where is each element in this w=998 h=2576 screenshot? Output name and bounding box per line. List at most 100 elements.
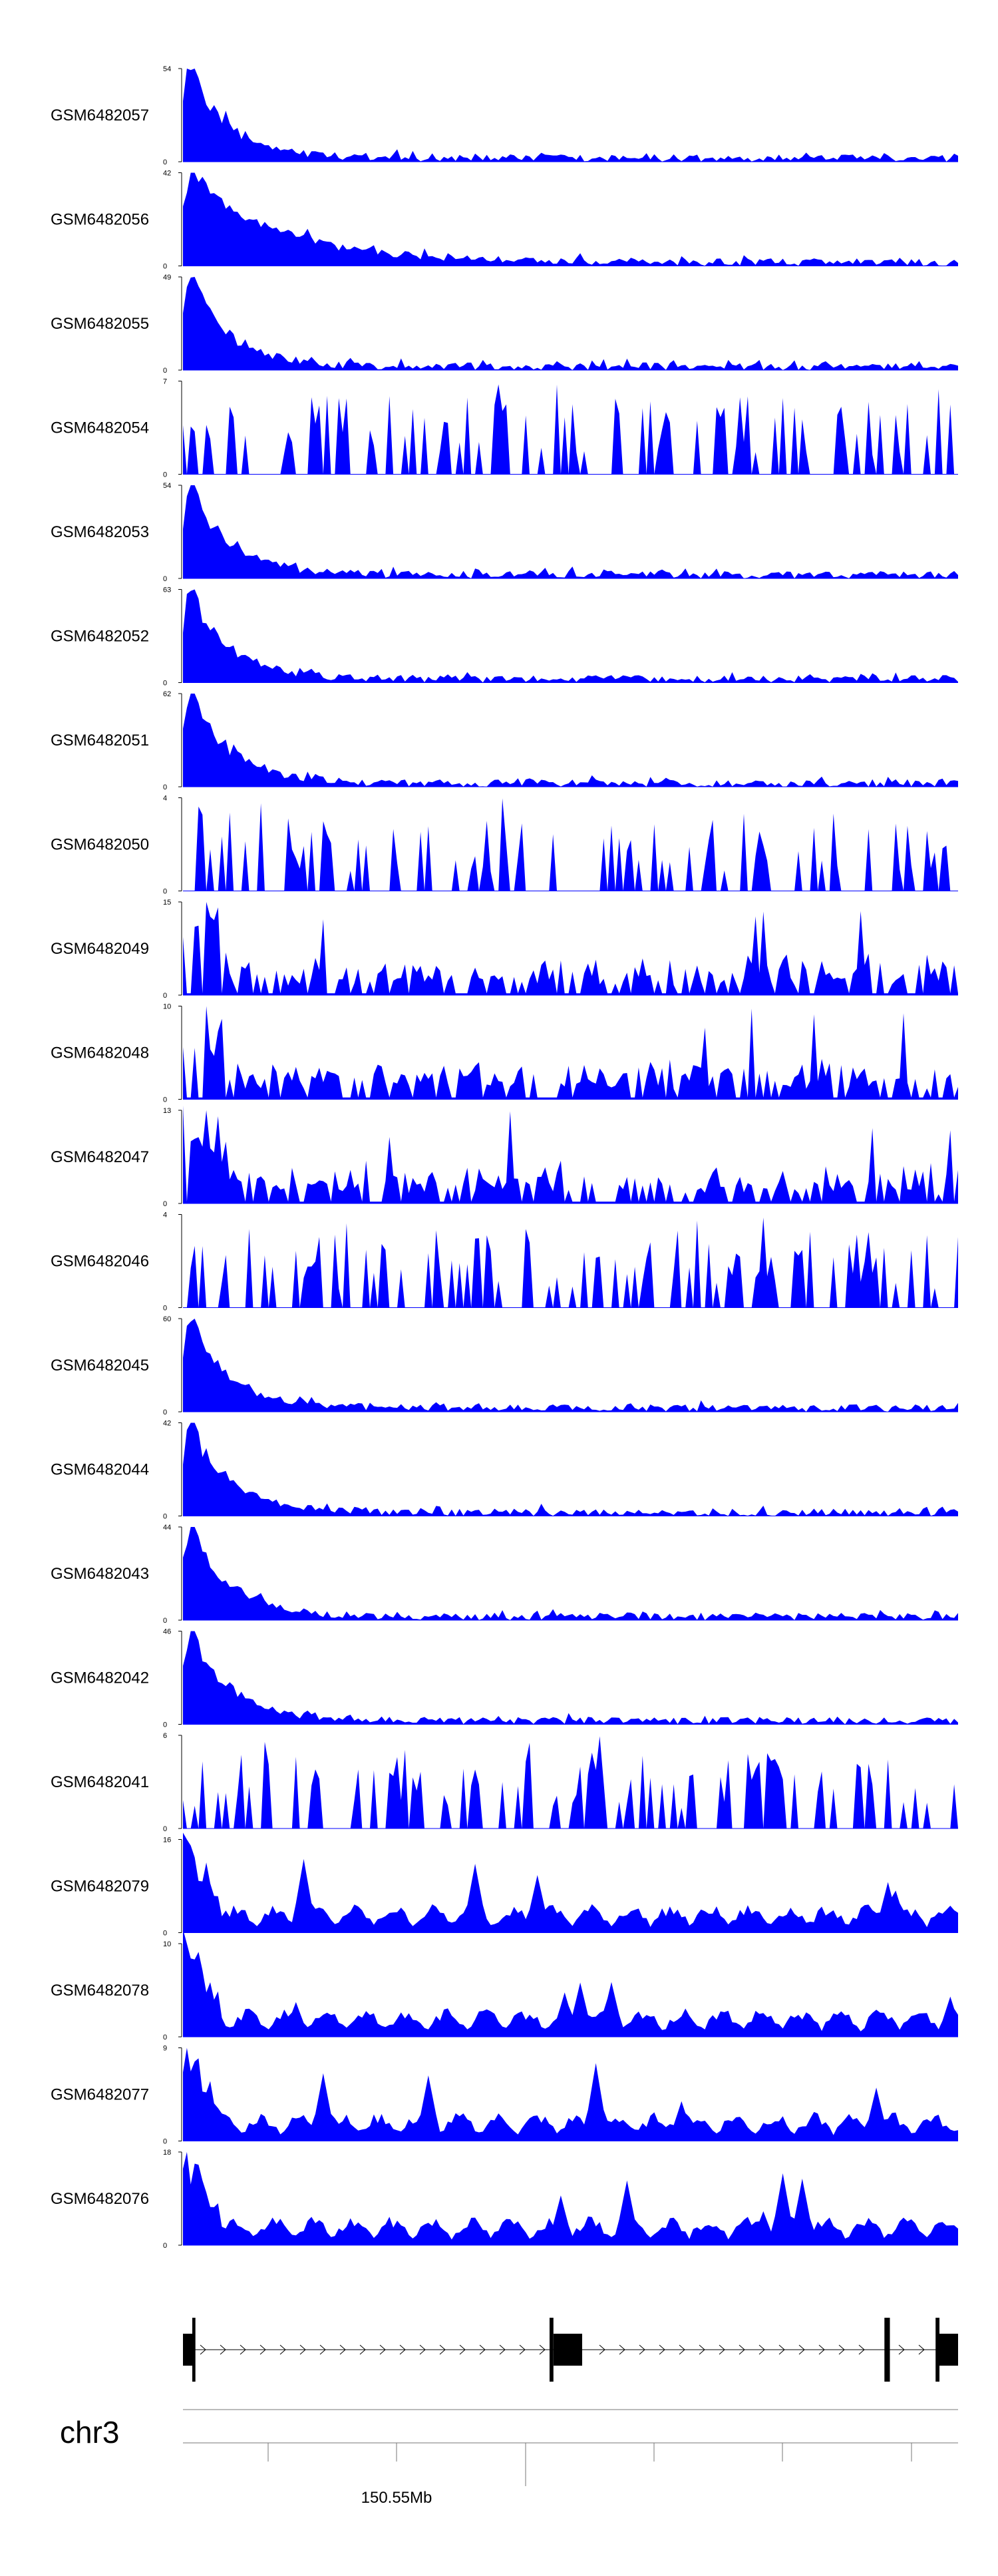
coverage-area — [183, 1217, 958, 1308]
coverage-track: GSM6482042 46 0 — [51, 1628, 958, 1729]
strand-chevron — [778, 2344, 785, 2355]
y-axis-min-label: 0 — [163, 1825, 167, 1833]
coverage-area — [183, 1631, 958, 1725]
coverage-track: GSM6482041 6 0 — [51, 1732, 958, 1833]
coverage-track: GSM6482056 42 0 — [51, 170, 958, 271]
coverage-area — [183, 1006, 958, 1100]
strand-chevron — [479, 2344, 486, 2355]
strand-chevron — [339, 2344, 346, 2355]
y-axis-max-label: 10 — [163, 1003, 171, 1011]
strand-chevron — [459, 2344, 466, 2355]
y-axis-max-label: 42 — [163, 170, 171, 178]
y-axis-min-label: 0 — [163, 2034, 167, 2041]
y-axis-min-label: 0 — [163, 2242, 167, 2250]
coverage-area — [183, 694, 958, 787]
coverage-area — [183, 2152, 958, 2245]
exon-block — [939, 2334, 958, 2366]
strand-chevron — [439, 2344, 446, 2355]
y-axis-max-label: 62 — [163, 690, 171, 698]
track-label: GSM6482044 — [51, 1461, 149, 1479]
coverage-area — [183, 2047, 958, 2141]
y-axis-max-label: 6 — [163, 1732, 167, 1740]
track-label: GSM6482077 — [51, 2086, 149, 2104]
y-axis-max-label: 7 — [163, 378, 167, 386]
exon-block — [550, 2318, 554, 2382]
y-axis-max-label: 9 — [163, 2045, 167, 2053]
track-label: GSM6482047 — [51, 1148, 149, 1166]
track-label: GSM6482052 — [51, 628, 149, 646]
chromosome-label: chr3 — [60, 2415, 119, 2450]
strand-chevron — [200, 2344, 206, 2355]
coverage-track: GSM6482077 9 0 — [51, 2045, 958, 2146]
strand-chevron — [639, 2344, 645, 2355]
y-axis-max-label: 16 — [163, 1836, 171, 1844]
strand-chevron — [818, 2344, 825, 2355]
coverage-track: GSM6482050 4 0 — [51, 795, 958, 896]
track-label: GSM6482045 — [51, 1357, 149, 1375]
strand-chevron — [898, 2344, 905, 2355]
coverage-area — [183, 384, 958, 475]
track-label: GSM6482079 — [51, 1878, 149, 1896]
strand-chevron — [379, 2344, 386, 2355]
y-axis-max-label: 18 — [163, 2149, 171, 2157]
y-axis-max-label: 60 — [163, 1315, 171, 1323]
coverage-area — [183, 1105, 958, 1203]
track-label: GSM6482051 — [51, 732, 149, 750]
strand-chevron — [319, 2344, 326, 2355]
y-axis-max-label: 49 — [163, 274, 171, 282]
coverage-track: GSM6482054 7 0 — [51, 378, 958, 479]
coverage-area — [183, 1736, 958, 1828]
strand-chevron — [838, 2344, 845, 2355]
exon-block — [553, 2334, 582, 2366]
strand-chevron — [419, 2344, 426, 2355]
y-axis-min-label: 0 — [163, 1096, 167, 1104]
exon-block — [183, 2334, 192, 2366]
y-axis-min-label: 0 — [163, 1200, 167, 1208]
coverage-track: GSM6482044 42 0 — [51, 1420, 958, 1521]
track-label: GSM6482049 — [51, 940, 149, 958]
coverage-tracks: GSM6482057540GSM6482056420GSM6482055490G… — [51, 65, 958, 2250]
y-axis-max-label: 46 — [163, 1628, 171, 1636]
gene-model-track — [183, 2318, 958, 2382]
strand-chevron — [679, 2344, 685, 2355]
strand-chevron — [619, 2344, 625, 2355]
track-label: GSM6482043 — [51, 1565, 149, 1583]
coverage-area — [183, 277, 958, 370]
coverage-track: GSM6482079 16 0 — [51, 1832, 958, 1938]
track-label: GSM6482078 — [51, 1982, 149, 2000]
coverage-area — [183, 902, 958, 995]
coverage-track: GSM6482047 13 0 — [51, 1105, 958, 1208]
y-axis-min-label: 0 — [163, 888, 167, 896]
genome-axis-track: chr3 150.55Mb — [60, 2409, 958, 2507]
track-label: GSM6482050 — [51, 836, 149, 854]
strand-chevron — [719, 2344, 725, 2355]
track-label: GSM6482053 — [51, 523, 149, 541]
coverage-track: GSM6482052 63 0 — [51, 586, 958, 688]
strand-chevron — [798, 2344, 805, 2355]
strand-chevron — [519, 2344, 526, 2355]
exon-block — [884, 2318, 890, 2382]
strand-chevron — [299, 2344, 306, 2355]
exon-block — [935, 2318, 939, 2382]
y-axis-max-label: 54 — [163, 482, 171, 490]
y-axis-min-label: 0 — [163, 1305, 167, 1313]
y-axis-min-label: 0 — [163, 2138, 167, 2146]
coverage-track: GSM6482051 62 0 — [51, 690, 958, 791]
coverage-track: GSM6482057 54 0 — [51, 65, 958, 166]
coverage-area — [183, 1527, 958, 1620]
coverage-area — [183, 1832, 958, 1933]
y-axis-min-label: 0 — [163, 1617, 167, 1625]
coverage-area — [183, 1422, 958, 1516]
coverage-track: GSM6482046 4 0 — [51, 1211, 958, 1313]
y-axis-min-label: 0 — [163, 575, 167, 583]
strand-chevron — [858, 2344, 865, 2355]
y-axis-min-label: 0 — [163, 1930, 167, 1938]
coverage-area — [183, 485, 958, 578]
strand-chevron — [220, 2344, 226, 2355]
strand-chevron — [279, 2344, 286, 2355]
coverage-area — [183, 589, 958, 683]
y-axis-max-label: 15 — [163, 899, 171, 907]
track-label: GSM6482054 — [51, 419, 149, 437]
y-axis-min-label: 0 — [163, 992, 167, 1000]
